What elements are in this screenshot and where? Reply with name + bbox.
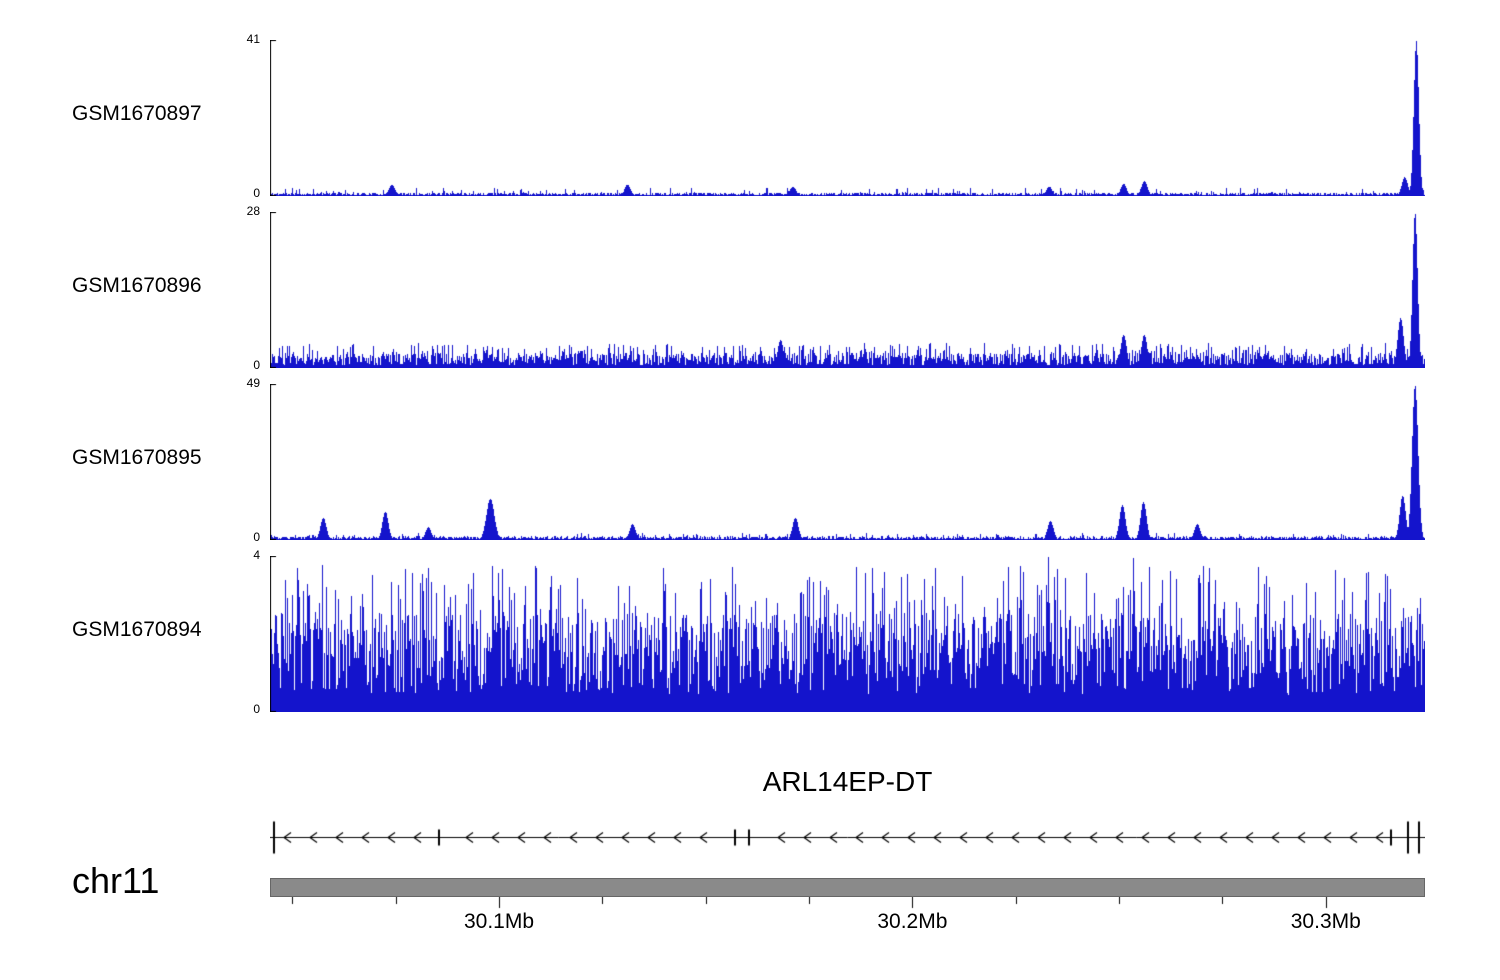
axis-tick-label: 30.1Mb (463, 910, 535, 933)
chromosome-bar (270, 878, 1425, 897)
axis-tick-label: 30.3Mb (1290, 910, 1361, 933)
y-axis-zero: 0 (253, 186, 260, 200)
axis-tick-label: 30.2Mb (877, 910, 948, 933)
y-axis-zero: 0 (253, 358, 260, 372)
track-gsm1670896: GSM1670896 28 0 (0, 204, 1500, 372)
y-axis-zero: 0 (253, 530, 260, 544)
coverage-plot[interactable] (270, 212, 1425, 368)
track-label: GSM1670894 (72, 618, 202, 641)
track-label: GSM1670896 (72, 274, 202, 297)
track-gsm1670897: GSM1670897 41 0 (0, 32, 1500, 200)
y-axis-max: 28 (246, 204, 260, 218)
track-label: GSM1670897 (72, 102, 202, 125)
coverage-plot[interactable] (270, 40, 1425, 196)
track-label: GSM1670895 (72, 446, 202, 469)
track-gsm1670894: GSM1670894 4 0 (0, 548, 1500, 716)
chromosome-label: chr11 (72, 860, 160, 901)
genomic-axis-ticks (270, 897, 1430, 913)
y-axis-max: 41 (246, 32, 260, 46)
y-axis-max: 4 (253, 548, 260, 562)
track-gsm1670895: GSM1670895 49 0 (0, 376, 1500, 544)
gene-model-track[interactable] (270, 814, 1425, 860)
coverage-plot[interactable] (270, 556, 1425, 712)
coverage-plot[interactable] (270, 384, 1425, 540)
y-axis-max: 49 (246, 376, 260, 390)
y-axis-zero: 0 (253, 702, 260, 716)
gene-name-label: ARL14EP-DT (762, 766, 933, 797)
